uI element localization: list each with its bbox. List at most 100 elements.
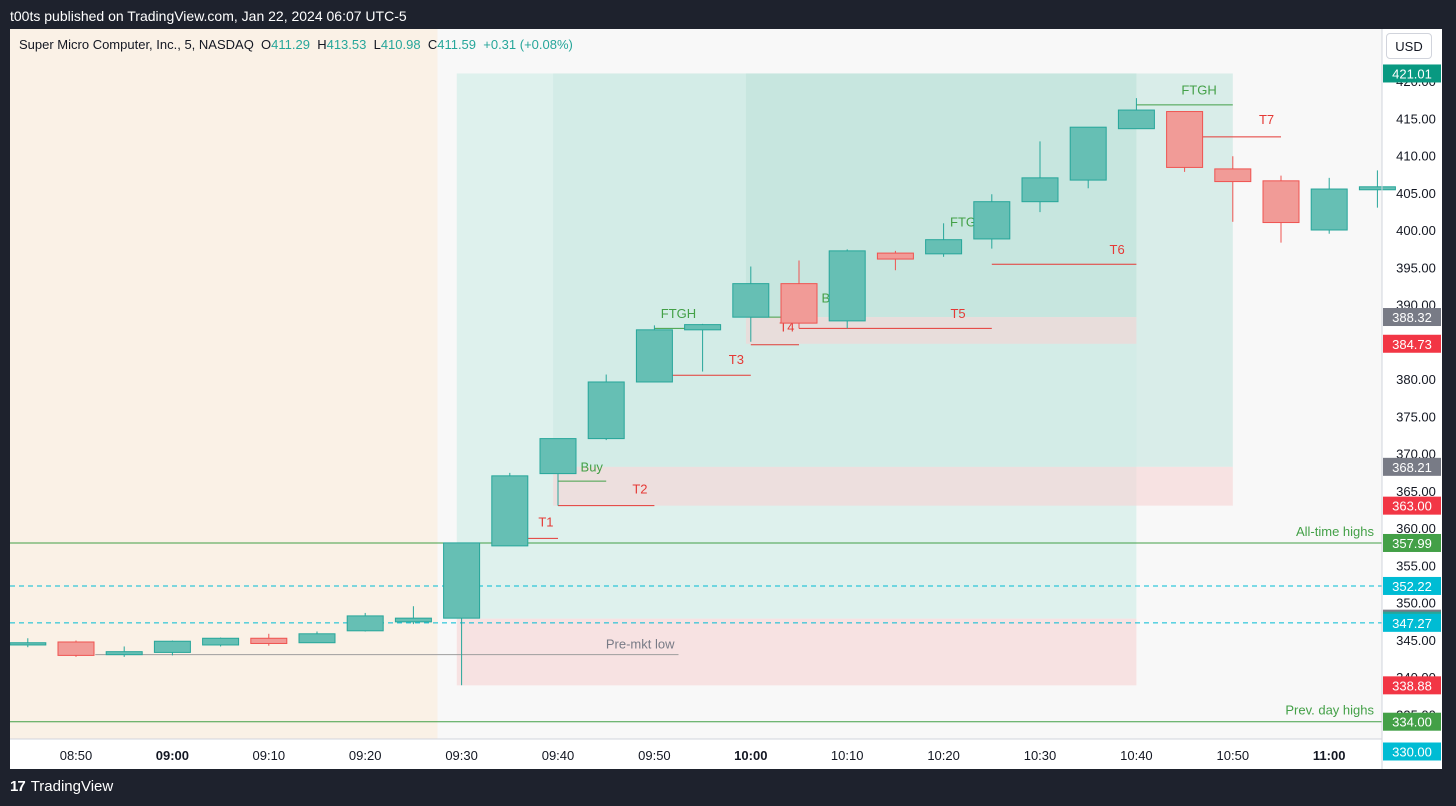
close-label: C — [427, 37, 438, 52]
change-value: +0.31 (+0.08%) — [483, 37, 573, 52]
chart-frame[interactable]: All-time highs Prev. day highs Pre-mkt low… — [10, 29, 1442, 769]
candle-body-4 — [202, 637, 240, 646]
price-label-bg-5 — [1383, 533, 1441, 552]
x-tick-09:50: 09:50 — [638, 748, 671, 763]
price-label-2: 384.73 — [1392, 337, 1432, 352]
price-label-4: 363.00 — [1392, 499, 1432, 514]
price-label-bg-2 — [1383, 334, 1441, 353]
symbol-header: Super Micro Computer, Inc., 5, NASDAQ O 4… — [19, 37, 573, 52]
candle-body-10 — [491, 475, 529, 547]
y-tick-360: 360.00 — [1396, 521, 1436, 536]
price-label-12: 330.00 — [1392, 745, 1432, 760]
x-tick-09:20: 09:20 — [349, 748, 382, 763]
annotation-label-10: FTGH — [1181, 82, 1216, 97]
candle-body-2 — [105, 651, 143, 656]
x-tick-10:20: 10:20 — [927, 748, 960, 763]
brand-name[interactable]: TradingView — [30, 778, 114, 795]
candle-body-9 — [443, 542, 481, 619]
line-label-2: Pre-mkt low — [606, 637, 675, 652]
footer: 17 TradingView — [10, 778, 113, 795]
price-label-5: 357.99 — [1392, 536, 1432, 551]
x-tick-09:40: 09:40 — [542, 748, 575, 763]
x-tick-09:00: 09:00 — [156, 748, 189, 763]
candle-body-12 — [587, 381, 625, 440]
candle-body-8 — [394, 617, 432, 623]
candle-body-15 — [732, 283, 770, 318]
annotation-label-3: FTGH — [661, 306, 696, 321]
candle-body-16 — [780, 283, 818, 324]
candle-body-3 — [153, 640, 191, 653]
close-value: 411.59 — [437, 37, 477, 52]
x-tick-10:50: 10:50 — [1217, 748, 1250, 763]
price-label-bg-1 — [1383, 308, 1441, 327]
candle-body-25 — [1214, 168, 1252, 183]
y-tick-405: 405.00 — [1396, 186, 1436, 201]
open-label: O — [261, 37, 272, 52]
candle-body-17 — [828, 250, 866, 322]
annotation-label-11: T7 — [1259, 112, 1274, 127]
candle-body-5 — [250, 637, 288, 644]
candle-body-19 — [925, 239, 963, 255]
premarket-shading — [10, 29, 438, 739]
x-tick-10:10: 10:10 — [831, 748, 864, 763]
candle-body-11 — [539, 438, 577, 475]
price-label-bg-9 — [1383, 613, 1441, 632]
x-tick-10:00: 10:00 — [734, 748, 767, 763]
high-value: 413.53 — [326, 37, 367, 52]
tradingview-logo-icon[interactable]: 17 — [10, 778, 26, 795]
line-label-1: Prev. day highs — [1285, 703, 1374, 718]
candle-body-13 — [635, 329, 673, 383]
candle-body-14 — [684, 324, 722, 331]
price-label-bg-4 — [1383, 496, 1441, 515]
x-tick-09:10: 09:10 — [253, 748, 286, 763]
currency-button[interactable]: USD — [1386, 33, 1432, 59]
y-tick-395: 395.00 — [1396, 260, 1436, 275]
candle-body-27 — [1310, 188, 1348, 231]
price-label-6: 352.22 — [1392, 579, 1432, 594]
candle-body-20 — [973, 201, 1011, 240]
y-tick-380: 380.00 — [1396, 372, 1436, 387]
y-tick-400: 400.00 — [1396, 223, 1436, 238]
price-label-3: 368.21 — [1392, 460, 1432, 475]
publisher-credit: t00ts published on TradingView.com, Jan … — [10, 8, 407, 24]
price-label-bg-12 — [1383, 742, 1441, 761]
candle-body-7 — [346, 615, 384, 632]
candle-body-24 — [1166, 111, 1204, 168]
annotation-label-2: T2 — [632, 482, 647, 497]
candle-body-21 — [1021, 177, 1059, 203]
x-tick-10:40: 10:40 — [1120, 748, 1153, 763]
symbol-title[interactable]: Super Micro Computer, Inc., 5, NASDAQ — [19, 37, 254, 52]
candle-body-1 — [57, 641, 95, 656]
price-label-10: 338.88 — [1392, 678, 1432, 693]
y-tick-365: 365.00 — [1396, 484, 1436, 499]
price-label-bg-6 — [1383, 576, 1441, 595]
x-tick-10:30: 10:30 — [1024, 748, 1057, 763]
candle-body-23 — [1117, 109, 1155, 130]
low-value: 410.98 — [380, 37, 421, 52]
annotation-label-4: T3 — [729, 352, 744, 367]
y-tick-415: 415.00 — [1396, 111, 1436, 126]
y-tick-355: 355.00 — [1396, 558, 1436, 573]
candle-body-6 — [298, 633, 336, 644]
annotation-label-0: Buy — [581, 459, 604, 474]
annotation-label-9: T6 — [1110, 242, 1125, 257]
annotation-label-1: T1 — [538, 515, 553, 530]
candle-body-22 — [1069, 126, 1107, 181]
x-tick-09:30: 09:30 — [445, 748, 478, 763]
price-label-bg-3 — [1383, 457, 1441, 476]
price-label-1: 388.32 — [1392, 310, 1432, 325]
price-label-bg-0 — [1383, 64, 1441, 83]
x-tick-11:00: 11:00 — [1313, 748, 1346, 763]
chart-canvas[interactable]: All-time highs Prev. day highs Pre-mkt low… — [10, 29, 1442, 769]
y-tick-370: 370.00 — [1396, 447, 1436, 462]
line-label-0: All-time highs — [1296, 524, 1375, 539]
price-label-11: 334.00 — [1392, 715, 1432, 730]
price-label-bg-11 — [1383, 712, 1441, 731]
price-label-9: 347.27 — [1392, 616, 1432, 631]
candle-body-26 — [1262, 180, 1300, 224]
price-label-bg-10 — [1383, 676, 1441, 695]
annotation-label-7: T5 — [950, 306, 965, 321]
stop-zone-long-1 — [456, 618, 1137, 686]
profit-zone-long-3 — [745, 73, 1137, 318]
y-tick-350: 350.00 — [1396, 596, 1436, 611]
